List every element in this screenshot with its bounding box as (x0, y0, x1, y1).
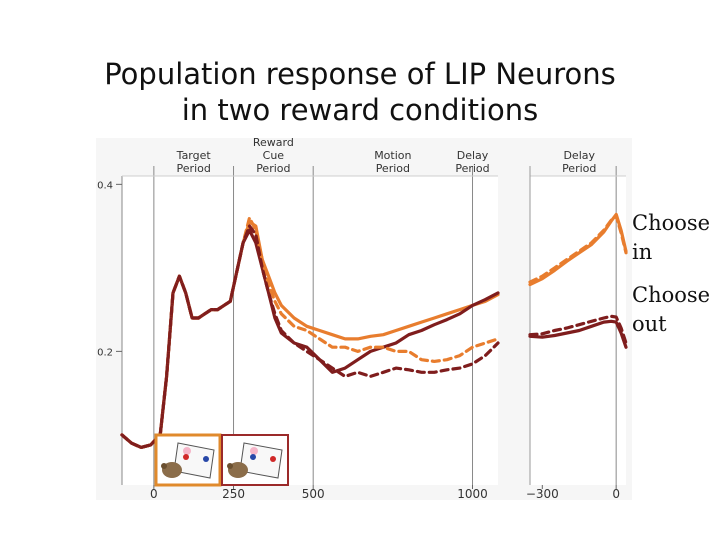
period-label-left-2: Period (376, 162, 410, 175)
legend-choose-in: Choose in (632, 209, 720, 267)
high-reward-task-icon (154, 433, 222, 487)
period-label-left-0: Target (176, 149, 212, 162)
x-tick-label: 0 (612, 487, 620, 501)
period-label-left-2: Motion (374, 149, 411, 162)
x-tick-label: 1000 (457, 487, 488, 501)
series-line-6 (528, 319, 628, 349)
series-line-7 (528, 314, 628, 345)
period-label-right-0: Period (562, 162, 596, 175)
legend-choose-in-line-2: in (632, 240, 653, 264)
period-label-right-0: Delay (563, 149, 595, 162)
slide-title: Population response of LIP Neurons in tw… (0, 56, 720, 128)
legend-choose-out: Choose out (632, 281, 720, 339)
series-line-3 (120, 224, 500, 449)
low-reward-task-icon (221, 434, 289, 486)
title-line-1: Population response of LIP Neurons (104, 57, 616, 91)
y-tick-label: 0.2 (97, 347, 113, 358)
period-label-left-3: Delay (457, 149, 489, 162)
x-tick-label: 0 (150, 487, 158, 501)
x-tick-label: 500 (302, 487, 325, 501)
period-label-left-3: Period (455, 162, 489, 175)
x-tick-label: −300 (526, 487, 559, 501)
legend-choose-out-line-2: out (632, 312, 667, 336)
legend-choose-in-line-1: Choose (632, 211, 711, 235)
title-line-2: in two reward conditions (181, 93, 539, 127)
period-label-left-1: Period (256, 162, 290, 175)
legend-choose-out-line-1: Choose (632, 283, 711, 307)
x-tick-label: 250 (222, 487, 245, 501)
period-label-left-1: Reward (253, 136, 294, 149)
period-label-left-1: Cue (263, 149, 285, 162)
period-label-left-0: Period (177, 162, 211, 175)
series-line-5 (528, 214, 628, 284)
y-tick-label: 0.4 (97, 180, 113, 191)
